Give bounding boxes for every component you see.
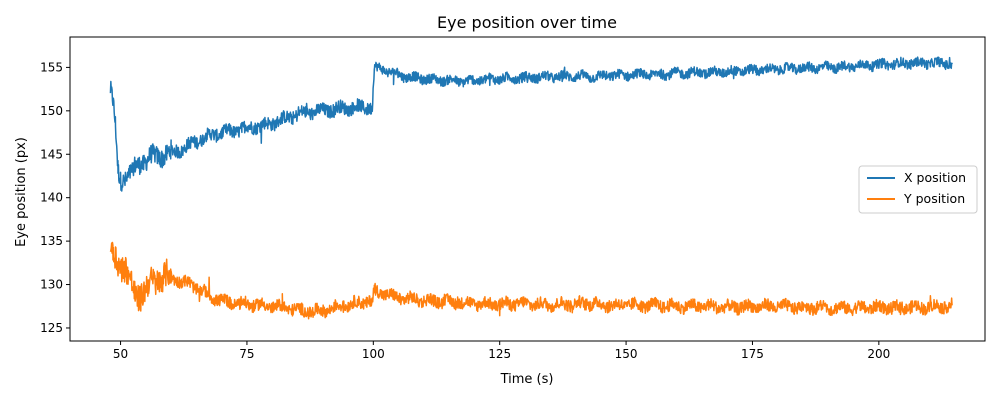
x-axis: 50 75 100 125 150 175 200 (113, 341, 890, 361)
plot-frame (69, 36, 986, 342)
x-tick-label: 175 (741, 347, 764, 361)
y-tick-label: 125 (40, 321, 63, 335)
series-line-y-position (109, 241, 953, 320)
legend: X position Y position (858, 165, 978, 214)
y-axis-label: Eye position (px) (14, 137, 29, 247)
legend-label: Y position (903, 191, 965, 206)
y-tick-label: 135 (40, 234, 63, 248)
y-tick-label: 130 (40, 278, 63, 292)
legend-label: X position (904, 170, 966, 185)
chart-title: Eye position over time (437, 13, 617, 32)
x-tick-label: 125 (488, 347, 511, 361)
x-tick-label: 100 (362, 347, 385, 361)
x-tick-label: 200 (867, 347, 890, 361)
y-tick-label: 145 (40, 147, 63, 161)
y-axis: 125 130 135 140 145 150 155 (40, 60, 70, 335)
series-line-x-position (109, 56, 953, 192)
x-tick-label: 150 (615, 347, 638, 361)
plot-area (69, 36, 986, 342)
y-tick-label: 155 (40, 60, 63, 74)
x-axis-label: Time (s) (500, 372, 554, 387)
y-tick-label: 150 (40, 104, 63, 118)
y-tick-label: 140 (40, 191, 63, 205)
x-tick-label: 50 (113, 347, 128, 361)
x-tick-label: 75 (239, 347, 254, 361)
